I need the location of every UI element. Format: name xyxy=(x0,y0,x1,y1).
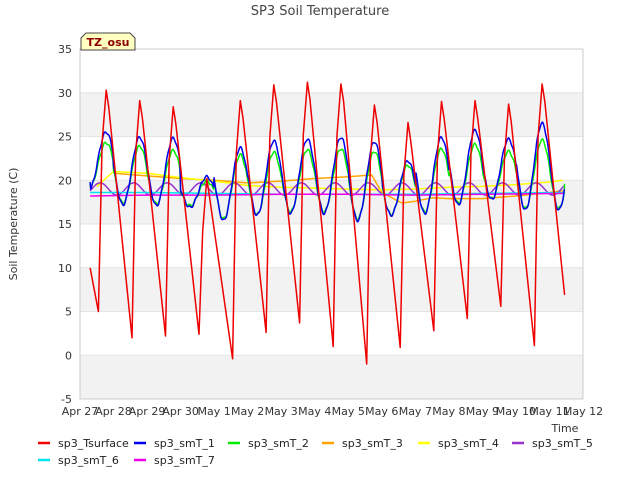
site-badge: TZ_osu xyxy=(80,32,136,51)
background-band xyxy=(80,355,583,399)
x-tick-label: May 4 xyxy=(298,405,331,418)
site-badge-label: TZ_osu xyxy=(87,36,130,49)
legend-label: sp3_Tsurface xyxy=(58,437,129,450)
x-tick-label: May 1 xyxy=(198,405,231,418)
legend-label: sp3_smT_4 xyxy=(438,437,499,450)
series-lines xyxy=(89,81,566,365)
y-tick-labels: -5 0 5 10 15 20 25 30 35 xyxy=(58,43,72,406)
series-line-sp3_Tsurface xyxy=(89,81,566,365)
legend-label: sp3_smT_5 xyxy=(532,437,593,450)
legend-label: sp3_smT_1 xyxy=(154,437,215,450)
y-tick-label: 35 xyxy=(58,43,72,56)
x-axis-label: Time xyxy=(551,422,579,435)
background-band xyxy=(80,267,583,312)
x-tick-label: Apr 28 xyxy=(95,405,132,418)
x-tick-label: May 7 xyxy=(399,405,432,418)
x-tick-label: May 2 xyxy=(231,405,264,418)
y-tick-label: -5 xyxy=(61,393,72,406)
x-tick-label: May 12 xyxy=(563,405,603,418)
x-tick-label: May 6 xyxy=(365,405,398,418)
x-tick-label: Apr 29 xyxy=(129,405,166,418)
background-band xyxy=(80,92,583,137)
series-line-sp3_smT_7 xyxy=(90,192,565,197)
y-tick-label: 0 xyxy=(65,349,72,362)
x-tick-label: May 11 xyxy=(529,405,569,418)
x-tick-label: Apr 27 xyxy=(62,405,99,418)
legend-label: sp3_smT_7 xyxy=(154,454,215,467)
y-tick-label: 30 xyxy=(58,87,72,100)
chart-title: SP3 Soil Temperature xyxy=(251,4,389,19)
plot-frame xyxy=(79,48,584,400)
legend-label: sp3_smT_2 xyxy=(248,437,309,450)
x-tick-label: May 9 xyxy=(466,405,499,418)
x-tick-label: May 8 xyxy=(432,405,465,418)
legend-label: sp3_smT_6 xyxy=(58,454,119,467)
y-tick-label: 10 xyxy=(58,262,72,275)
y-axis-label: Soil Temperature (C) xyxy=(7,168,20,281)
x-tick-label: May 3 xyxy=(265,405,298,418)
x-tick-label: Apr 30 xyxy=(162,405,199,418)
legend-label: sp3_smT_3 xyxy=(342,437,403,450)
legend: sp3_Tsurface sp3_smT_1 sp3_smT_2 sp3_smT_3 s… xyxy=(38,437,593,467)
x-tick-label: May 5 xyxy=(332,405,365,418)
x-tick-label: May 10 xyxy=(496,405,536,418)
y-tick-label: 20 xyxy=(58,174,72,187)
site-badge-box xyxy=(80,32,136,51)
y-tick-label: 5 xyxy=(65,306,72,319)
y-tick-label: 15 xyxy=(58,218,72,231)
y-tick-label: 25 xyxy=(58,131,72,144)
